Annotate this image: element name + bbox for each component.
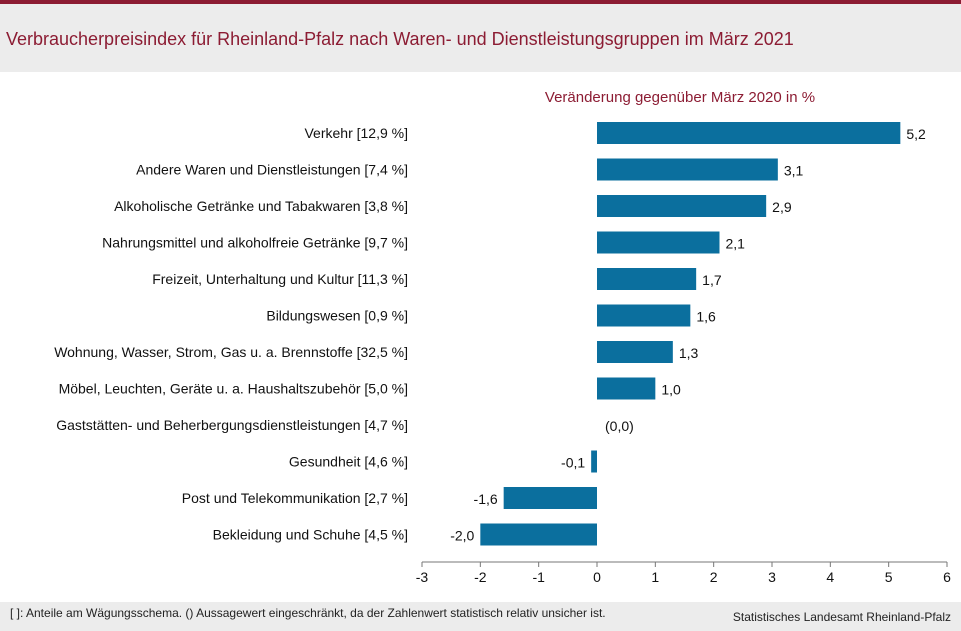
- data-label: 1,7: [702, 272, 722, 288]
- bar: [503, 487, 597, 509]
- category-label: Andere Waren und Dienstleistungen [7,4 %…: [136, 162, 408, 178]
- x-tick-label: 3: [768, 569, 776, 585]
- chart-header: Verbraucherpreisindex für Rheinland-Pfal…: [0, 4, 961, 72]
- x-tick-label: -1: [532, 569, 545, 585]
- x-tick-label: -3: [416, 569, 429, 585]
- data-label: 2,1: [726, 236, 746, 252]
- bar: [597, 268, 697, 290]
- category-label: Post und Telekommunikation [2,7 %]: [182, 490, 408, 506]
- category-label: Gaststätten- und Beherbergungsdienstleis…: [56, 417, 408, 433]
- x-tick-label: 4: [826, 569, 834, 585]
- chart-footnote: [ ]: Anteile am Wägungsschema. () Aussag…: [10, 606, 606, 620]
- category-label: Bekleidung und Schuhe [4,5 %]: [213, 527, 408, 543]
- x-tick-label: 1: [651, 569, 659, 585]
- bar: [597, 158, 778, 181]
- data-label: -0,1: [561, 455, 585, 471]
- bar: [480, 523, 597, 546]
- chart-subtitle: Veränderung gegenüber März 2020 in %: [545, 89, 815, 106]
- data-label: 1,0: [661, 382, 681, 398]
- data-label: 5,2: [906, 126, 926, 142]
- x-tick-label: -2: [474, 569, 487, 585]
- chart-title: Verbraucherpreisindex für Rheinland-Pfal…: [6, 29, 794, 49]
- data-label: (0,0): [605, 418, 634, 434]
- header-separator: [0, 72, 961, 78]
- top-accent-bar: [0, 0, 961, 4]
- plot-background: [0, 78, 961, 602]
- x-tick-label: 5: [885, 569, 893, 585]
- bar: [597, 304, 691, 327]
- bar-chart: Veränderung gegenüber März 2020 in % Verk…: [0, 78, 961, 602]
- category-label: Nahrungsmittel und alkoholfreie Getränke…: [102, 235, 408, 251]
- bar: [597, 195, 767, 217]
- data-label: 3,1: [784, 163, 804, 179]
- category-label: Möbel, Leuchten, Geräte u. a. Haushaltsz…: [59, 381, 408, 397]
- bar: [597, 122, 901, 144]
- category-label: Alkoholische Getränke und Tabakwaren [3,…: [114, 198, 408, 214]
- data-label: 1,6: [696, 309, 716, 325]
- data-label: 2,9: [772, 199, 792, 215]
- bar: [591, 450, 597, 473]
- category-label: Bildungswesen [0,9 %]: [266, 308, 408, 324]
- category-label: Wohnung, Wasser, Strom, Gas u. a. Brenns…: [54, 344, 408, 360]
- data-label: 1,3: [679, 345, 699, 361]
- x-tick-label: 6: [943, 569, 951, 585]
- category-label: Verkehr [12,9 %]: [304, 125, 408, 141]
- x-tick-label: 0: [593, 569, 601, 585]
- data-label: -1,6: [474, 491, 498, 507]
- bar: [597, 231, 720, 254]
- bar: [597, 377, 656, 400]
- category-label: Freizeit, Unterhaltung und Kultur [11,3 …: [152, 271, 408, 287]
- data-label: -2,0: [450, 528, 474, 544]
- bar: [597, 341, 673, 363]
- category-label: Gesundheit [4,6 %]: [289, 454, 408, 470]
- chart-source: Statistisches Landesamt Rheinland-Pfalz: [732, 610, 951, 624]
- x-tick-label: 2: [710, 569, 718, 585]
